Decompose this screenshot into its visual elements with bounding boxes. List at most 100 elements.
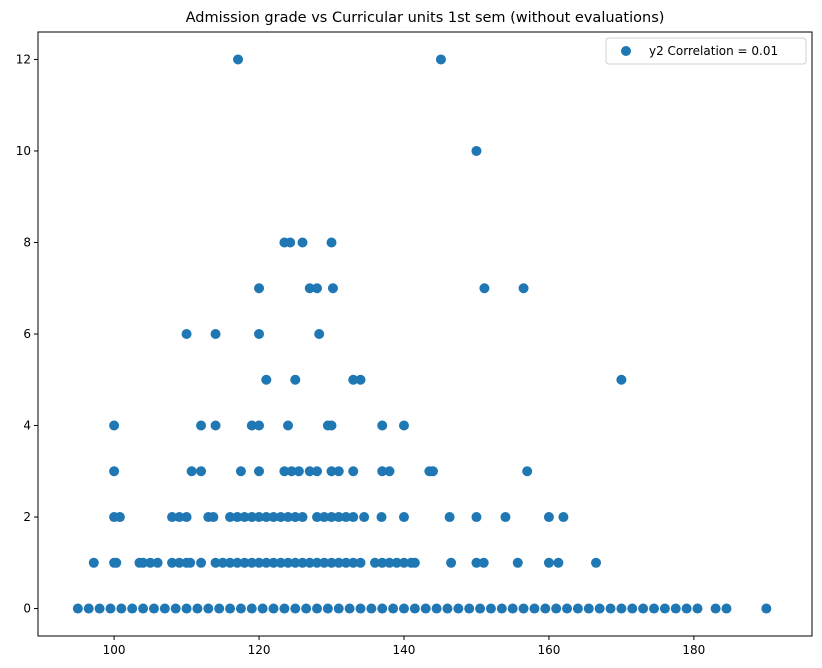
data-point: [304, 466, 315, 477]
data-point: [225, 512, 236, 523]
data-point: [192, 603, 203, 614]
data-point: [341, 557, 352, 568]
data-point: [279, 603, 290, 614]
data-point: [355, 374, 366, 385]
data-point: [377, 557, 388, 568]
data-point: [208, 512, 219, 523]
data-point: [186, 466, 197, 477]
data-point: [232, 557, 243, 568]
y-tick-label: 2: [23, 510, 31, 524]
data-point: [670, 603, 681, 614]
data-point: [275, 512, 286, 523]
legend: y2 Correlation = 0.01: [605, 37, 807, 65]
data-point: [239, 512, 250, 523]
data-point: [297, 557, 308, 568]
x-tick-label: 120: [248, 643, 271, 657]
data-point: [391, 557, 402, 568]
data-point: [562, 603, 573, 614]
data-point: [145, 557, 156, 568]
data-point: [616, 603, 627, 614]
points-layer: [72, 54, 772, 614]
data-point: [326, 512, 337, 523]
data-point: [333, 466, 344, 477]
data-point: [127, 603, 138, 614]
data-point: [616, 374, 627, 385]
data-point: [268, 512, 279, 523]
data-point: [540, 603, 551, 614]
data-point: [254, 512, 265, 523]
data-point: [384, 466, 395, 477]
y-tick-label: 4: [23, 419, 31, 433]
data-point: [138, 557, 149, 568]
data-point: [710, 603, 721, 614]
data-point: [435, 54, 446, 65]
legend-box: [605, 37, 807, 65]
data-point: [246, 603, 257, 614]
data-point: [348, 512, 359, 523]
data-point: [246, 557, 257, 568]
data-point: [518, 283, 529, 294]
x-tick-label: 160: [537, 643, 560, 657]
data-point: [239, 557, 250, 568]
data-point: [88, 557, 99, 568]
data-point: [512, 557, 523, 568]
data-point: [83, 603, 94, 614]
data-point: [507, 603, 518, 614]
data-point: [341, 512, 352, 523]
data-point: [312, 603, 323, 614]
data-point: [246, 420, 257, 431]
y-tick-label: 0: [23, 602, 31, 616]
data-point: [344, 603, 355, 614]
data-point: [111, 557, 122, 568]
data-point: [377, 466, 388, 477]
data-point: [442, 603, 453, 614]
data-point: [659, 603, 670, 614]
y-tick-label: 12: [16, 52, 31, 66]
data-point: [326, 237, 337, 248]
data-point: [225, 603, 236, 614]
y-axis: 0 2 4 6 8 10 12: [16, 52, 38, 616]
data-point: [377, 603, 388, 614]
data-point: [446, 557, 457, 568]
data-point: [398, 420, 409, 431]
data-point: [409, 557, 420, 568]
data-point: [196, 466, 207, 477]
data-point: [327, 283, 338, 294]
data-point: [246, 512, 257, 523]
data-point: [232, 512, 243, 523]
data-point: [109, 466, 120, 477]
data-point: [529, 603, 540, 614]
data-point: [148, 603, 159, 614]
data-point: [233, 54, 244, 65]
data-point: [235, 603, 246, 614]
data-point: [114, 512, 125, 523]
data-point: [471, 512, 482, 523]
data-point: [167, 557, 178, 568]
chart-title: Admission grade vs Curricular units 1st …: [186, 10, 665, 26]
data-point: [333, 557, 344, 568]
data-point: [109, 420, 120, 431]
data-point: [181, 512, 192, 523]
data-point: [181, 603, 192, 614]
data-point: [254, 329, 265, 339]
data-point: [152, 557, 163, 568]
data-point: [522, 466, 533, 477]
data-point: [359, 512, 370, 523]
data-point: [348, 466, 359, 477]
data-point: [312, 512, 323, 523]
data-point: [369, 557, 380, 568]
data-point: [225, 557, 236, 568]
data-point: [420, 603, 431, 614]
data-point: [283, 420, 294, 431]
data-point: [471, 145, 482, 156]
x-tick-label: 100: [103, 643, 126, 657]
data-point: [312, 557, 323, 568]
data-point: [398, 603, 409, 614]
data-point: [551, 603, 562, 614]
x-axis: 100 120 140 160 180: [103, 636, 705, 657]
data-point: [314, 329, 325, 339]
data-point: [254, 420, 265, 431]
data-point: [355, 557, 366, 568]
data-point: [235, 466, 246, 477]
data-point: [319, 512, 330, 523]
